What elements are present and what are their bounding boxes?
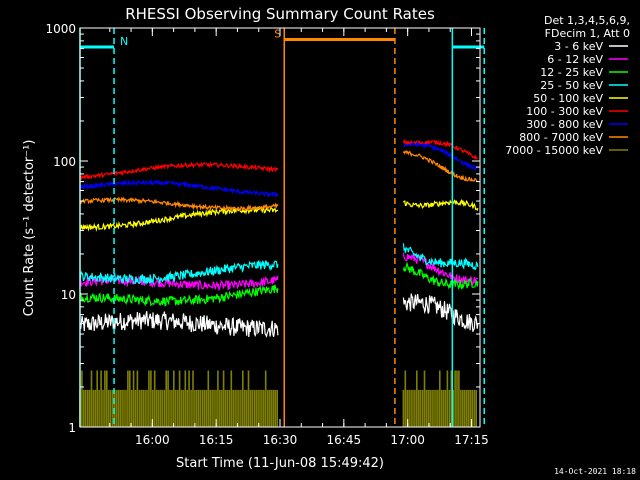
legend-header-line-2: FDecim 1, Att 0 [545, 27, 630, 40]
series-800-7000-kev [79, 149, 478, 213]
legend-header-line-1: Det 1,3,4,5,6,9, [544, 14, 630, 27]
series-25-50-kev [79, 243, 479, 285]
x-tick: 16:00 [135, 28, 170, 447]
series-100-300-kev [79, 138, 479, 181]
trace-seg1 [79, 178, 279, 198]
annotation-label: S [274, 27, 281, 40]
y-tick-label: 1 [68, 421, 76, 435]
y-tick: 1000 [45, 22, 480, 36]
trace-seg2 [402, 138, 479, 160]
x-axis-label: Start Time (11-Jun-08 15:49:42) [176, 456, 384, 471]
trace-seg2 [402, 198, 479, 212]
trace-seg2 [402, 370, 477, 427]
series-6-12-kev [79, 252, 478, 291]
y-axis-label: Count Rate (s⁻¹ detector⁻¹) [22, 140, 37, 317]
trace-seg1 [79, 311, 279, 338]
legend-entry: 800 - 7000 keV [519, 131, 628, 144]
legend-entry: 3 - 6 keV [554, 40, 628, 53]
legend-label: 3 - 6 keV [554, 40, 603, 53]
trace-seg2 [403, 141, 478, 172]
x-tick-label: 16:00 [135, 433, 170, 447]
chart-title: RHESSI Observing Summary Count Rates [125, 5, 435, 23]
trace-seg1 [79, 370, 278, 427]
axis-layer: 16:00 16:15 16:30 16:45 17:00 17:15 1 10 100 1000 [45, 22, 488, 447]
x-tick: 16:15 [199, 28, 234, 447]
legend-label: 12 - 25 keV [540, 66, 603, 79]
trace-seg1 [79, 205, 279, 232]
series-12-25-kev [79, 261, 479, 307]
y-tick: 100 [53, 155, 480, 169]
series-50-100-kev [79, 198, 479, 232]
trace-seg1 [79, 259, 279, 285]
trace-seg1 [79, 196, 279, 213]
y-tick: 10 [61, 288, 480, 302]
series-3-6-kev [79, 293, 479, 338]
annotation-s: S [274, 27, 395, 427]
trace-seg1 [79, 284, 279, 307]
legend-entry: 7000 - 15000 keV [505, 144, 628, 157]
legend-label: 6 - 12 keV [547, 53, 603, 66]
legend-label: 100 - 300 keV [526, 105, 603, 118]
y-tick-label: 100 [53, 155, 76, 169]
legend-entry: 6 - 12 keV [547, 53, 628, 66]
legend-entry: 25 - 50 keV [540, 79, 628, 92]
legend-label: 800 - 7000 keV [519, 131, 603, 144]
annotation-n: N [80, 28, 128, 427]
x-tick-label: 17:00 [390, 433, 425, 447]
annotation-layer: NS [79, 27, 486, 427]
legend-entry: 12 - 25 keV [540, 66, 628, 79]
legend-label: 7000 - 15000 keV [505, 144, 603, 157]
legend: Det 1,3,4,5,6,9, FDecim 1, Att 0 3 - 6 k… [505, 14, 630, 157]
series-layer [79, 138, 479, 427]
x-tick: 16:30 [263, 28, 298, 447]
legend-label: 300 - 800 keV [526, 118, 603, 131]
trace-seg2 [402, 243, 479, 271]
x-tick-label: 16:30 [263, 433, 298, 447]
series-300-800-kev [79, 141, 478, 198]
trace-seg2 [402, 149, 478, 183]
trace-seg2 [402, 252, 478, 286]
y-tick-label: 1000 [45, 22, 76, 36]
annotation-label: N [120, 35, 128, 48]
legend-entry: 100 - 300 keV [526, 105, 628, 118]
trace-seg1 [79, 161, 279, 181]
y-tick-label: 10 [61, 288, 76, 302]
annotation-2 [451, 28, 485, 427]
series-7000-15000-kev [79, 370, 477, 427]
x-tick-label: 16:15 [199, 433, 234, 447]
x-tick-label: 16:45 [327, 433, 362, 447]
plot-frame [79, 27, 481, 428]
legend-label: 50 - 100 keV [533, 92, 603, 105]
trace-seg2 [402, 261, 479, 291]
footer-timestamp: 14-Oct-2021 18:18 [554, 467, 636, 476]
trace-seg1 [79, 274, 279, 291]
x-tick: 16:45 [327, 28, 362, 447]
y-tick: 1 [68, 421, 480, 435]
legend-entry: 50 - 100 keV [533, 92, 628, 105]
legend-entry: 300 - 800 keV [526, 118, 628, 131]
x-tick-label: 17:15 [454, 433, 489, 447]
trace-seg2 [402, 293, 479, 332]
legend-label: 25 - 50 keV [540, 79, 603, 92]
